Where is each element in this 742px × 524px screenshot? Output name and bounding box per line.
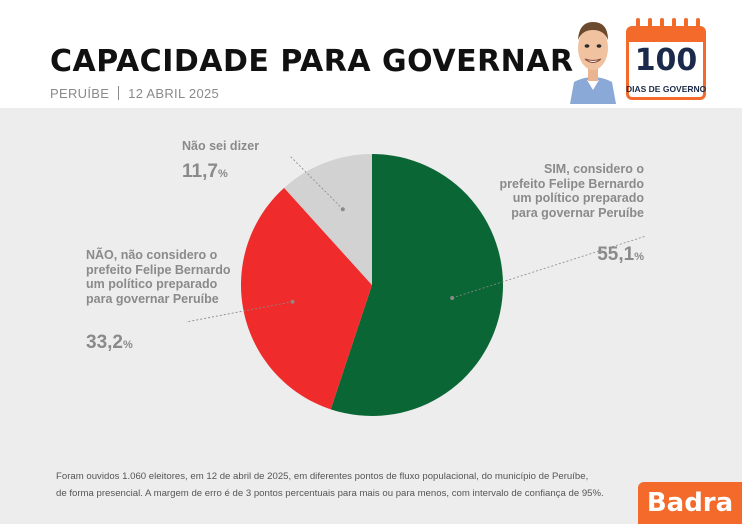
calendar-ring bbox=[672, 18, 676, 32]
label-line: prefeito Felipe Bernardo bbox=[86, 262, 231, 277]
page-title: CAPACIDADE PARA GOVERNAR bbox=[50, 44, 574, 79]
brand-logo: Badra bbox=[638, 482, 742, 524]
leader-dot bbox=[340, 207, 345, 212]
value-nao: 33,2% bbox=[86, 332, 133, 354]
pie-slice-nsd bbox=[284, 154, 372, 285]
calendar-body bbox=[626, 42, 706, 100]
value-number: 11,7 bbox=[182, 161, 218, 182]
calendar-ring bbox=[648, 18, 652, 32]
city-label: PERUÍBE bbox=[50, 86, 110, 101]
value-number: 55,1 bbox=[597, 244, 635, 265]
footnote-line: Foram ouvidos 1.060 eleitores, em 12 de … bbox=[56, 471, 589, 482]
value-sim: 55,1% bbox=[597, 244, 644, 266]
value-unit: % bbox=[634, 251, 644, 263]
label-line: um político preparado bbox=[512, 191, 644, 205]
value-nsd: 11,7% bbox=[182, 161, 228, 183]
label-nao: NÃO, não considero o prefeito Felipe Ber… bbox=[86, 248, 230, 306]
calendar-ring bbox=[660, 18, 664, 32]
leader-line bbox=[289, 155, 344, 210]
mayor-caricature-icon bbox=[570, 22, 616, 104]
leader-dot bbox=[450, 295, 455, 300]
label-line: para governar Peruíbe bbox=[511, 205, 644, 220]
calendar-ring bbox=[684, 18, 688, 32]
badge-number: 100 bbox=[634, 43, 698, 78]
pie-chart-area: Não sei dizer 11,7% SIM, considero o pre… bbox=[0, 108, 742, 448]
header: CAPACIDADE PARA GOVERNAR PERUÍBE 12 ABRIL… bbox=[0, 0, 742, 108]
value-unit: % bbox=[122, 339, 133, 351]
leader-line bbox=[452, 235, 647, 299]
label-line: NÃO, não considero o bbox=[86, 248, 218, 262]
divider bbox=[118, 86, 120, 100]
label-line: Não sei dizer bbox=[182, 139, 260, 153]
value-number: 33,2 bbox=[86, 332, 123, 353]
footnote-line: de forma presencial. A margem de erro é … bbox=[56, 488, 604, 499]
label-line: um político preparado bbox=[86, 277, 218, 291]
badge-label: DIAS DE GOVERNO bbox=[626, 84, 707, 94]
leader-dot bbox=[290, 299, 295, 304]
label-line: prefeito Felipe Bernardo bbox=[499, 176, 644, 191]
label-line: para governar Peruíbe bbox=[86, 291, 219, 306]
value-unit: % bbox=[217, 168, 228, 180]
100-days-badge: 100 DIAS DE GOVERNO bbox=[626, 18, 706, 100]
pie-slice-sim bbox=[330, 154, 503, 416]
label-line: SIM, considero o bbox=[543, 162, 644, 176]
subtitle-line: PERUÍBE 12 ABRIL 2025 bbox=[50, 86, 219, 101]
label-nsd: Não sei dizer bbox=[182, 139, 259, 154]
calendar-ring bbox=[636, 18, 640, 32]
label-sim: SIM, considero o prefeito Felipe Bernard… bbox=[500, 162, 644, 220]
footnote: Foram ouvidos 1.060 eleitores, em 12 de … bbox=[56, 468, 604, 502]
date-label: 12 ABRIL 2025 bbox=[128, 86, 220, 101]
pie-chart bbox=[185, 154, 647, 416]
pie-slice-nao bbox=[240, 187, 372, 410]
calendar-ring bbox=[696, 18, 700, 32]
